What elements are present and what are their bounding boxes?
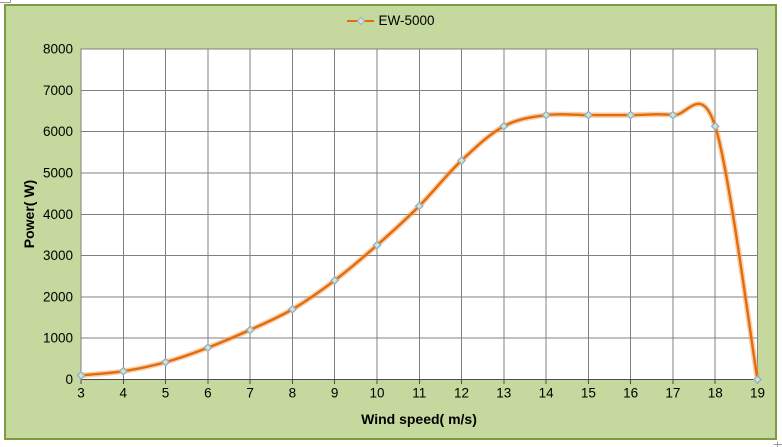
legend-line-marker-icon — [347, 16, 375, 26]
screen-artifact-topleft — [0, 0, 11, 3]
chart-area[interactable] — [4, 4, 777, 440]
x-axis-title: Wind speed( m/s) — [361, 411, 477, 427]
legend[interactable]: EW-5000 — [0, 12, 782, 29]
screen-artifact-bottomright — [773, 441, 782, 447]
legend-diamond-icon — [356, 16, 366, 25]
y-axis-title: Power( W) — [21, 179, 37, 249]
legend-label: EW-5000 — [378, 13, 435, 28]
